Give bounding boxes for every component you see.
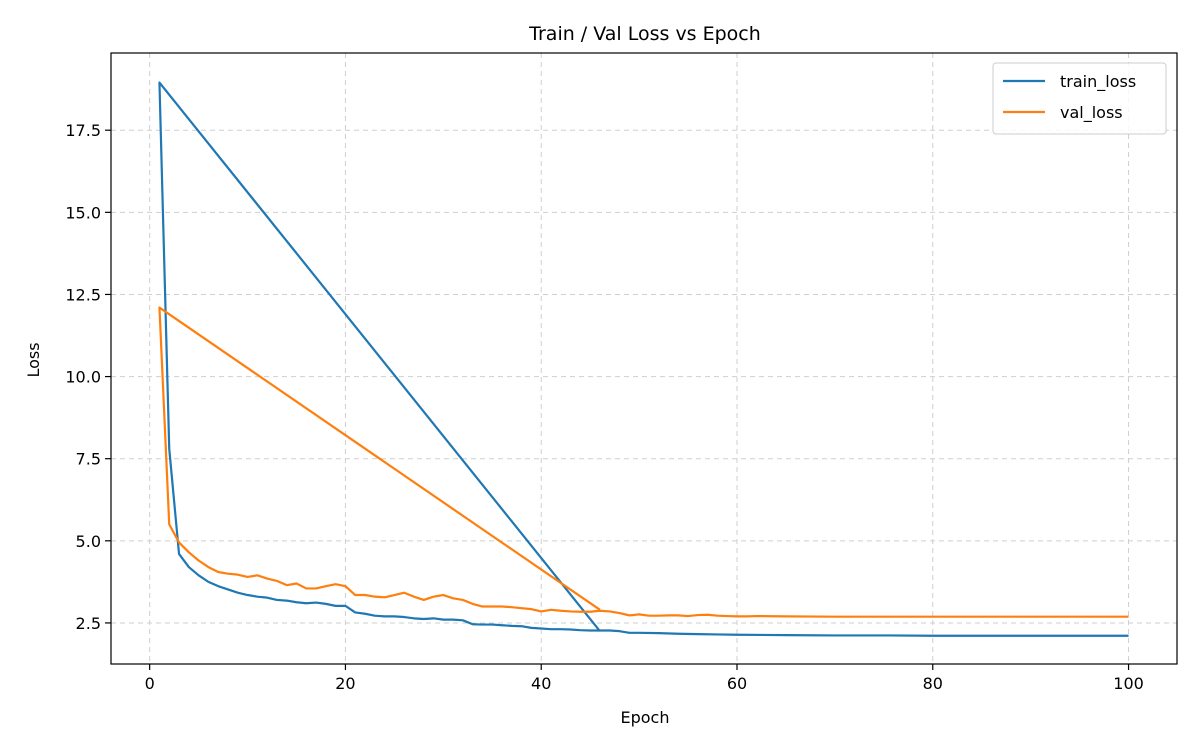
x-axis-ticks: 0 20 40 60 80 100 (145, 664, 1144, 693)
plot-frame (110, 52, 1178, 665)
x-axis-label: Epoch (621, 708, 670, 727)
y-axis-label: Loss (24, 342, 43, 377)
x-tick-label: 20 (335, 674, 355, 693)
y-tick-label: 10.0 (65, 368, 101, 387)
chart-title: Train / Val Loss vs Epoch (528, 23, 761, 45)
series-lines (158, 81, 1129, 637)
grid (111, 53, 1177, 664)
series-line-val-loss (158, 306, 1129, 618)
y-tick-label: 12.5 (65, 285, 101, 304)
x-tick-label: 0 (145, 674, 155, 693)
y-tick-label: 2.5 (76, 614, 101, 633)
x-tick-label: 40 (531, 674, 551, 693)
y-tick-label: 15.0 (65, 203, 101, 222)
y-tick-label: 17.5 (65, 121, 101, 140)
x-tick-label: 80 (923, 674, 943, 693)
y-tick-label: 5.0 (76, 532, 101, 551)
legend: train_loss val_loss (992, 62, 1167, 135)
y-axis-ticks: 2.5 5.0 7.5 10.0 12.5 15.0 17.5 (65, 121, 111, 633)
legend-label-val-loss: val_loss (1060, 103, 1123, 123)
series-line-train-loss (158, 81, 1129, 637)
x-tick-label: 100 (1113, 674, 1144, 693)
y-tick-label: 7.5 (76, 450, 101, 469)
x-tick-label: 60 (727, 674, 747, 693)
legend-label-train-loss: train_loss (1060, 72, 1136, 92)
